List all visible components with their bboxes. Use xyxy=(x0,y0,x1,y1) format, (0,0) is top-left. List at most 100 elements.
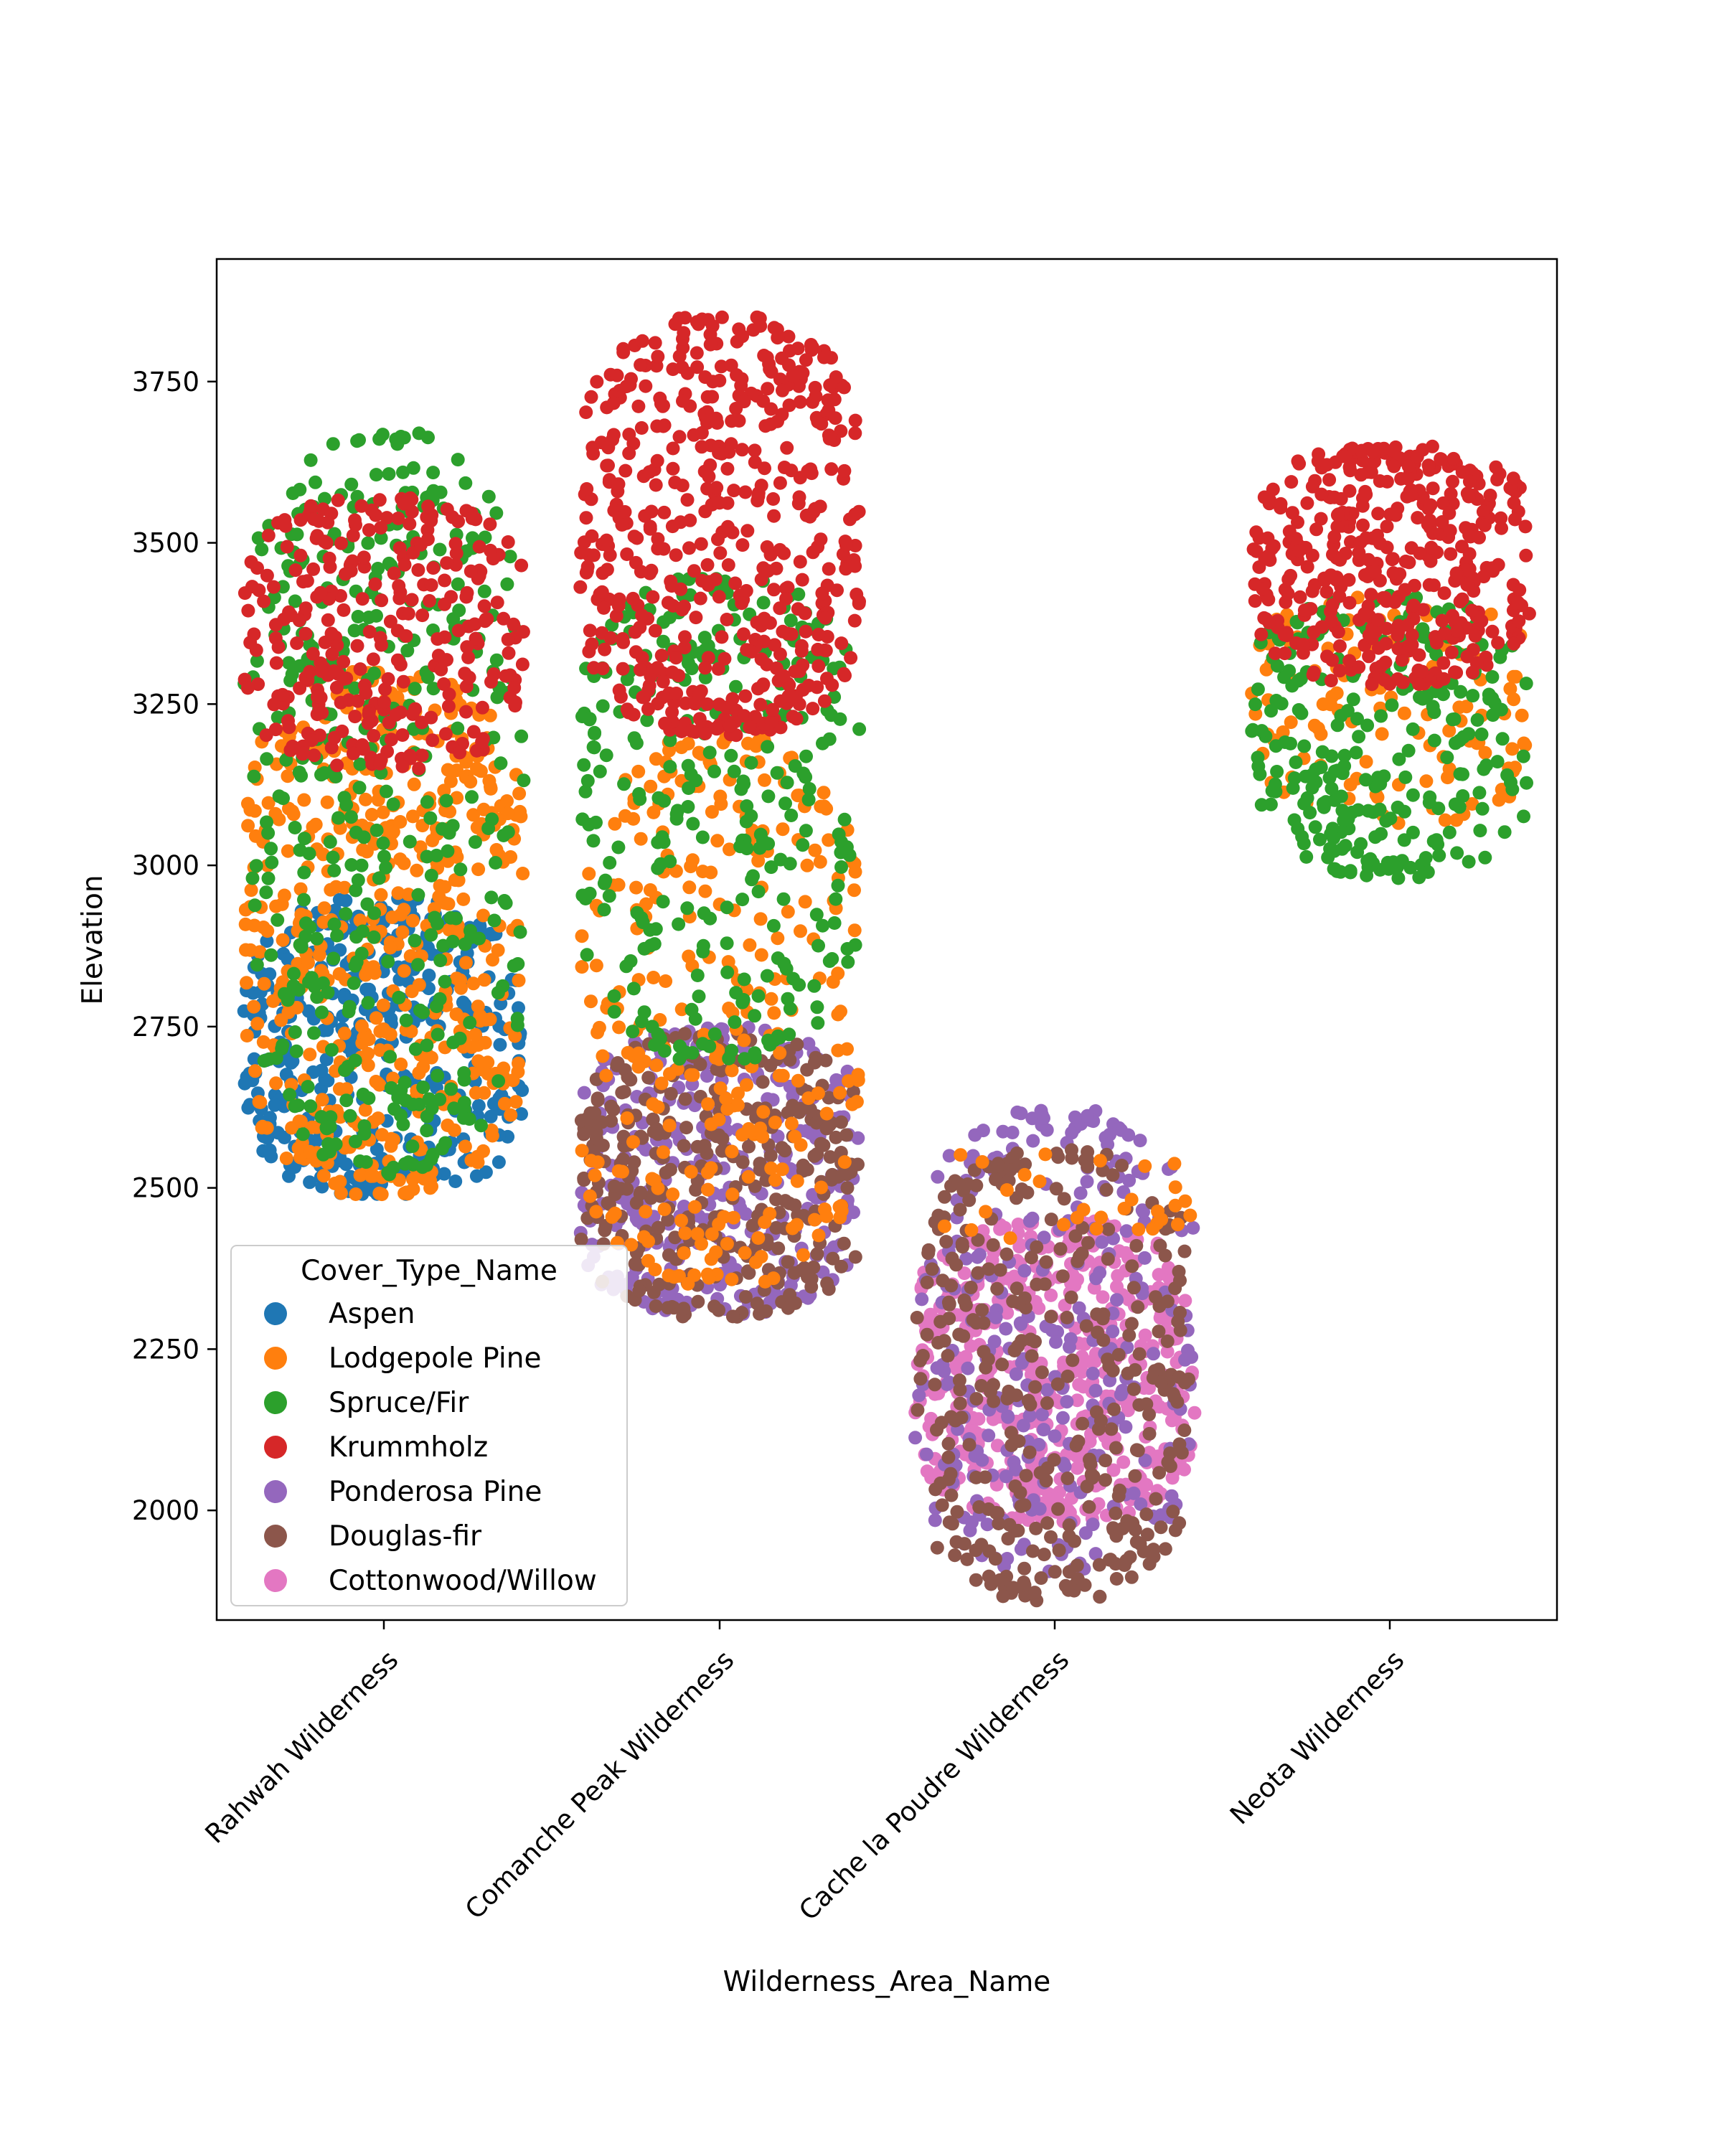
point-lodgepole-pine xyxy=(484,1123,499,1137)
point-ponderosa-pine xyxy=(989,1310,1003,1324)
point-douglas-fir xyxy=(1071,1434,1086,1449)
point-spruce-fir xyxy=(451,453,465,467)
point-douglas-fir xyxy=(1034,1571,1048,1585)
point-spruce-fir xyxy=(288,1025,302,1039)
point-lodgepole-pine xyxy=(814,1180,828,1195)
point-lodgepole-pine xyxy=(834,1004,847,1019)
point-douglas-fir xyxy=(1039,1255,1053,1269)
point-krummholz xyxy=(837,667,851,681)
point-spruce-fir xyxy=(1287,813,1302,827)
point-krummholz xyxy=(378,682,392,697)
point-douglas-fir xyxy=(725,1309,740,1324)
point-lodgepole-pine xyxy=(847,883,861,898)
point-douglas-fir xyxy=(955,1236,969,1251)
point-lodgepole-pine xyxy=(395,925,410,939)
point-spruce-fir xyxy=(1350,712,1364,726)
point-lodgepole-pine xyxy=(722,1002,736,1015)
point-spruce-fir xyxy=(327,863,342,877)
point-lodgepole-pine xyxy=(359,844,374,859)
point-spruce-fir xyxy=(494,756,508,771)
point-lodgepole-pine xyxy=(466,976,481,991)
point-krummholz xyxy=(834,636,849,651)
point-lodgepole-pine xyxy=(1316,697,1330,711)
point-krummholz xyxy=(310,689,324,704)
point-krummholz xyxy=(314,585,328,600)
point-lodgepole-pine xyxy=(784,1116,799,1131)
point-krummholz xyxy=(720,461,735,476)
point-krummholz xyxy=(767,509,781,523)
point-lodgepole-pine xyxy=(441,854,455,868)
point-lodgepole-pine xyxy=(833,1086,847,1100)
point-lodgepole-pine xyxy=(592,1020,606,1035)
point-spruce-fir xyxy=(780,776,794,790)
point-aspen xyxy=(458,997,472,1012)
point-douglas-fir xyxy=(1040,1396,1054,1411)
point-douglas-fir xyxy=(1128,1469,1142,1483)
point-douglas-fir xyxy=(1129,1238,1144,1253)
point-krummholz xyxy=(357,550,371,565)
point-lodgepole-pine xyxy=(354,1019,369,1033)
point-krummholz xyxy=(411,563,425,577)
point-lodgepole-pine xyxy=(669,864,683,878)
point-lodgepole-pine xyxy=(631,1060,646,1074)
point-lodgepole-pine xyxy=(790,1174,804,1188)
point-krummholz xyxy=(769,661,784,675)
point-lodgepole-pine xyxy=(776,822,790,837)
point-spruce-fir xyxy=(353,757,367,771)
point-spruce-fir xyxy=(841,955,855,969)
point-douglas-fir xyxy=(664,1087,678,1101)
point-lodgepole-pine xyxy=(575,1144,589,1158)
point-spruce-fir xyxy=(811,1016,825,1030)
point-spruce-fir xyxy=(1313,832,1327,847)
point-spruce-fir xyxy=(1440,750,1454,765)
point-lodgepole-pine xyxy=(817,786,831,800)
point-krummholz xyxy=(490,596,504,610)
point-krummholz xyxy=(579,405,593,420)
point-spruce-fir xyxy=(1268,777,1282,791)
point-lodgepole-pine xyxy=(364,808,379,822)
point-spruce-fir xyxy=(756,596,771,610)
point-douglas-fir xyxy=(826,1251,840,1266)
point-krummholz xyxy=(773,601,787,616)
point-spruce-fir xyxy=(420,849,434,864)
point-douglas-fir xyxy=(1044,1530,1058,1544)
point-lodgepole-pine xyxy=(654,1076,669,1091)
point-spruce-fir xyxy=(736,993,751,1007)
point-douglas-fir xyxy=(990,1281,1004,1296)
point-cottonwood-willow xyxy=(1139,1478,1154,1492)
point-spruce-fir xyxy=(477,584,491,598)
point-douglas-fir xyxy=(982,1502,996,1516)
point-spruce-fir xyxy=(670,804,684,818)
point-lodgepole-pine xyxy=(796,1248,810,1262)
point-ponderosa-pine xyxy=(1095,1235,1109,1249)
point-lodgepole-pine xyxy=(353,1168,367,1182)
point-aspen xyxy=(469,1169,484,1183)
point-cottonwood-willow xyxy=(1116,1455,1131,1469)
point-spruce-fir xyxy=(831,878,845,893)
point-douglas-fir xyxy=(979,1360,993,1375)
point-lodgepole-pine xyxy=(764,1161,778,1175)
point-krummholz xyxy=(585,529,599,543)
point-spruce-fir xyxy=(764,860,778,875)
point-douglas-fir xyxy=(769,1220,784,1235)
point-lodgepole-pine xyxy=(375,1128,389,1142)
point-spruce-fir xyxy=(1352,730,1366,744)
point-ponderosa-pine xyxy=(919,1447,933,1461)
point-douglas-fir xyxy=(1102,1359,1116,1373)
point-spruce-fir xyxy=(392,990,406,1004)
point-douglas-fir xyxy=(624,1073,638,1087)
point-spruce-fir xyxy=(783,857,797,871)
point-krummholz xyxy=(823,378,837,392)
point-spruce-fir xyxy=(491,1074,506,1088)
point-lodgepole-pine xyxy=(361,1047,375,1060)
point-krummholz xyxy=(464,564,478,578)
point-lodgepole-pine xyxy=(424,1050,438,1065)
point-lodgepole-pine xyxy=(723,842,736,857)
point-spruce-fir xyxy=(1497,825,1512,839)
point-krummholz xyxy=(695,440,709,454)
point-lodgepole-pine xyxy=(817,799,832,814)
point-krummholz xyxy=(837,380,851,395)
point-krummholz xyxy=(775,351,789,365)
point-krummholz xyxy=(757,611,771,626)
point-spruce-fir xyxy=(384,1081,398,1095)
